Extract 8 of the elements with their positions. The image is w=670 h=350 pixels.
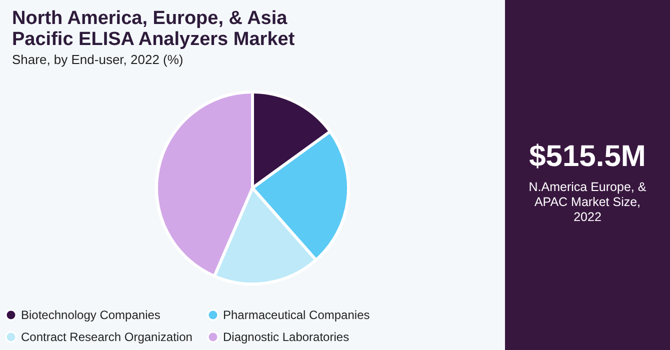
- legend-label: Pharmaceutical Companies: [223, 308, 370, 322]
- text: $515.5M: [528, 140, 647, 174]
- legend-label: Diagnostic Laboratories: [223, 330, 350, 344]
- chart-title: North America, Europe, & Asia Pacific ELISA Analyzers Market: [12, 8, 296, 50]
- legend-label: Biotechnology Companies: [21, 308, 160, 322]
- chart-subtitle: Share, by End-user, 2022 (%): [12, 52, 184, 67]
- legend-label: Contract Research Organization: [21, 330, 192, 344]
- text: N.America Europe, & APAC Market Size, 2022: [528, 180, 648, 225]
